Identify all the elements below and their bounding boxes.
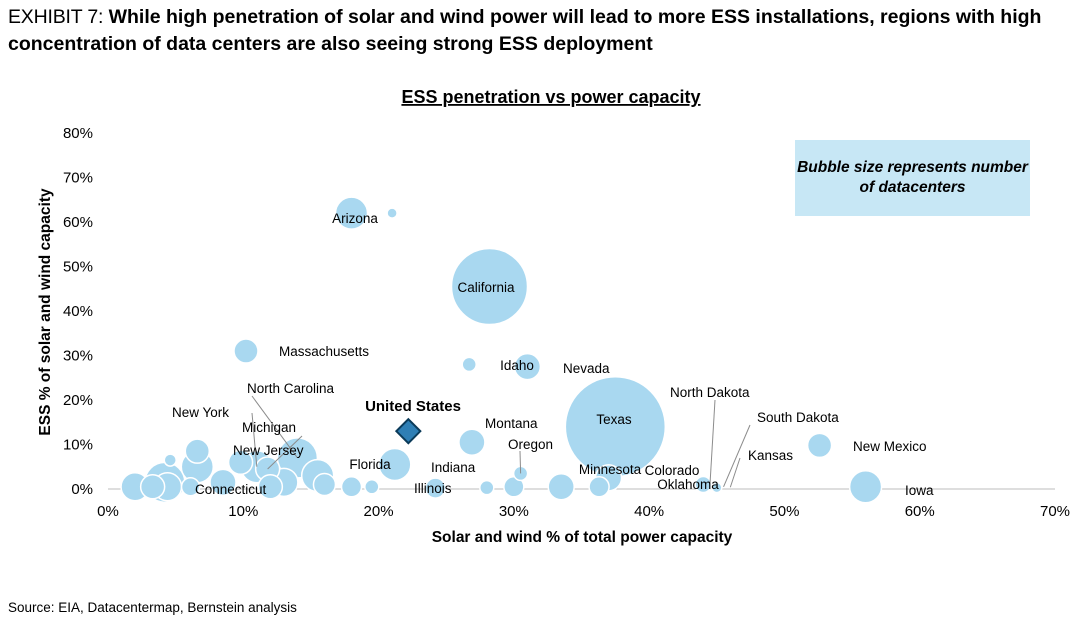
- us-diamond-marker: [394, 417, 422, 445]
- y-tick-label: 50%: [63, 259, 93, 276]
- bubble-chart: ESS penetration vs power capacity 0% 10% 20…: [37, 87, 1070, 546]
- bubble-label-california: California: [457, 280, 515, 295]
- bubble-unlabeled-5: [588, 476, 610, 498]
- bubble-label-florida: Florida: [349, 457, 391, 472]
- bubble-label-iowa: Iowa: [905, 483, 934, 498]
- bubble-iowa: [848, 470, 883, 504]
- bubble-unlabeled-17: [312, 472, 337, 497]
- bubble-illinois: [424, 477, 447, 499]
- x-tick-label: 70%: [1040, 503, 1070, 520]
- us-label: United States: [365, 398, 461, 415]
- bubble-label-indiana: Indiana: [431, 460, 476, 475]
- exhibit-prefix: EXHIBIT 7:: [8, 6, 104, 28]
- x-tick-label: 30%: [499, 503, 529, 520]
- y-tick-label: 30%: [63, 348, 93, 365]
- y-tick-label: 20%: [63, 392, 93, 409]
- bubble-unlabeled-4: [547, 473, 575, 501]
- bubble-label-illinois: Illinois: [414, 481, 452, 496]
- bubble-label-montana: Montana: [485, 416, 538, 431]
- bubble-label-idaho: Idaho: [500, 358, 534, 373]
- bubble-unlabeled-9: [163, 453, 177, 467]
- bubble-unlabeled-1: [386, 207, 398, 219]
- bubble-label-arizona: Arizona: [332, 211, 378, 226]
- bubble-label-massachusetts: Massachusetts: [279, 344, 369, 359]
- legend-note-box: Bubble size represents number of datacen…: [795, 140, 1030, 216]
- bubble-unlabeled-14: [180, 477, 201, 497]
- leader-line-oregon: [519, 450, 522, 474]
- x-tick-label: 50%: [769, 503, 799, 520]
- bubble-colorado: [694, 475, 713, 494]
- bubble-massachusetts: [233, 338, 259, 364]
- bubble-unlabeled-15: [209, 468, 237, 497]
- bubble-label-kansas: Kansas: [748, 448, 793, 463]
- bubble-california: [450, 247, 529, 326]
- bubble-label-north-carolina: North Carolina: [247, 381, 335, 396]
- bubble-label-new-jersey: New Jersey: [233, 443, 304, 458]
- bubble-unlabeled-2: [461, 356, 477, 373]
- y-tick-label: 60%: [63, 214, 93, 231]
- bubble-label-oregon: Oregon: [508, 437, 553, 452]
- exhibit-title: EXHIBIT 7: While high penetration of sol…: [8, 4, 1074, 58]
- bubble-unlabeled-19: [364, 479, 380, 495]
- bubble-unlabeled-12: [139, 474, 166, 500]
- bubble-label-connecticut: Connecticut: [195, 482, 267, 497]
- bubble-montana: [458, 428, 486, 457]
- bubble-label-nevada: Nevada: [563, 361, 610, 376]
- bubble-label-south-dakota: South Dakota: [757, 410, 839, 425]
- x-axis-label: Solar and wind % of total power capacity: [432, 529, 733, 546]
- legend-note-text: Bubble size represents number of datacen…: [797, 159, 1028, 196]
- bubble-florida: [378, 447, 412, 482]
- bubble-label-oklahoma: Oklahoma: [657, 477, 719, 492]
- bubble-unlabeled-18: [340, 476, 363, 498]
- bubble-oklahoma: [711, 481, 723, 494]
- bubble-label-minnesota: Minnesota: [579, 462, 642, 477]
- leader-line-north-dakota: [709, 399, 716, 484]
- bubble-label-north-dakota: North Dakota: [670, 385, 750, 400]
- leader-line-kansas: [729, 457, 741, 488]
- x-tick-label: 20%: [364, 503, 394, 520]
- leader-line-south-dakota: [723, 424, 751, 487]
- y-tick-label: 40%: [63, 303, 93, 320]
- x-tick-label: 0%: [97, 503, 119, 520]
- y-tick-label: 80%: [63, 125, 93, 142]
- bubble-unlabeled-8: [227, 449, 254, 476]
- bubble-connecticut: [257, 474, 284, 500]
- bubble-label-texas: Texas: [596, 412, 632, 427]
- y-tick-label: 10%: [63, 437, 93, 454]
- y-tick-label: 0%: [71, 481, 93, 498]
- x-tick-label: 40%: [634, 503, 664, 520]
- bubble-arizona: [334, 196, 369, 230]
- bubble-label-colorado: Colorado: [645, 463, 700, 478]
- exhibit-headline: While high penetration of solar and wind…: [8, 6, 1042, 55]
- leader-line-new-york: [251, 412, 258, 467]
- y-axis-label: ESS % of solar and wind capacity: [37, 188, 54, 436]
- chart-title: ESS penetration vs power capacity: [401, 87, 700, 107]
- bubble-new-mexico: [806, 432, 833, 459]
- bubble-indiana: [479, 479, 495, 496]
- bubble-unlabeled-6: [184, 438, 211, 464]
- bubble-idaho: [513, 352, 542, 381]
- bubble-label-new-mexico: New Mexico: [853, 439, 927, 454]
- x-tick-label: 60%: [905, 503, 935, 520]
- source-note: Source: EIA, Datacentermap, Bernstein an…: [8, 600, 297, 615]
- y-tick-label: 70%: [63, 170, 93, 187]
- bubble-label-michigan: Michigan: [242, 420, 296, 435]
- x-tick-label: 10%: [228, 503, 258, 520]
- bubble-label-new-york: New York: [172, 405, 229, 420]
- leader-line-michigan: [267, 435, 303, 470]
